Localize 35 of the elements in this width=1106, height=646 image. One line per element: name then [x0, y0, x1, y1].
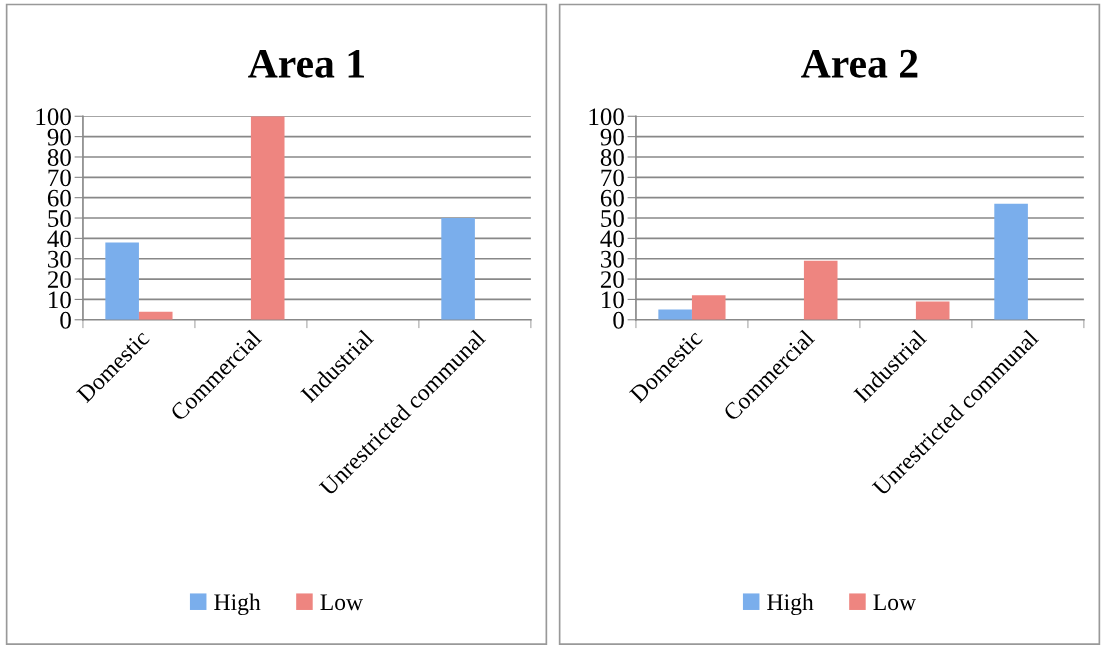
y-tick-label: 60	[600, 189, 624, 207]
y-tick-label: 50	[48, 210, 71, 227]
legend-label: High	[214, 593, 261, 616]
y-tick-label: 100	[36, 108, 71, 126]
y-tick-label: 60	[47, 189, 71, 207]
y-tick-label: 70	[601, 169, 624, 187]
legend-label: Low	[320, 594, 363, 611]
y-tick-label: 30	[48, 250, 71, 268]
bar	[803, 260, 838, 320]
y-tick-label: 90	[600, 128, 624, 146]
bar	[691, 295, 726, 320]
y-tick-label: 50	[601, 210, 624, 227]
bar	[250, 116, 285, 320]
bar	[915, 301, 950, 320]
y-tick-label: 10	[49, 291, 71, 309]
y-tick-label: 20	[600, 271, 624, 288]
bar	[105, 242, 139, 320]
y-tick-label: 100	[589, 108, 624, 126]
legend-label: Low	[873, 594, 916, 611]
chart-title: Area 1	[248, 49, 364, 78]
y-tick-label: 0	[60, 311, 71, 329]
chart-title: Area 2	[801, 49, 918, 78]
bar	[994, 203, 1028, 320]
y-tick-label: 30	[601, 250, 624, 268]
y-tick-label: 40	[47, 230, 71, 248]
y-tick-label: 70	[48, 169, 71, 187]
y-tick-label: 10	[602, 291, 624, 309]
legend-label: High	[767, 593, 814, 616]
y-tick-label: 80	[47, 149, 71, 166]
y-tick-label: 20	[47, 271, 71, 288]
y-tick-label: 90	[47, 128, 71, 146]
y-tick-label: 80	[600, 149, 624, 166]
bar	[441, 218, 475, 320]
y-tick-label: 40	[600, 230, 624, 248]
y-tick-label: 0	[613, 311, 624, 329]
